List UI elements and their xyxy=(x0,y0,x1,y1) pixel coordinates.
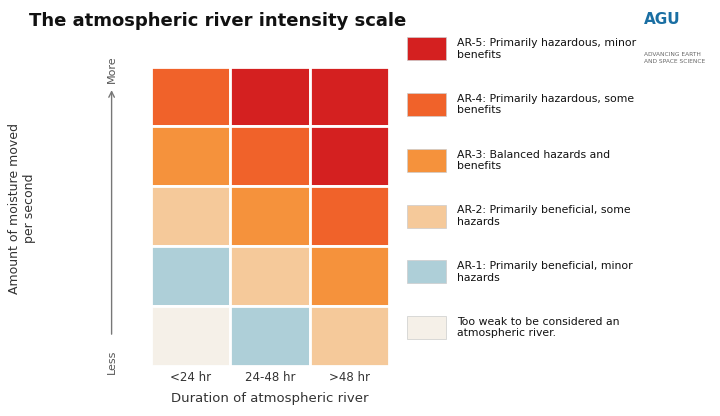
Bar xyxy=(310,126,389,186)
Bar xyxy=(310,246,389,306)
Text: AGU: AGU xyxy=(644,12,681,27)
Bar xyxy=(310,67,389,126)
Bar xyxy=(151,126,230,186)
Bar xyxy=(151,306,230,366)
Text: More: More xyxy=(107,56,117,83)
X-axis label: Duration of atmospheric river: Duration of atmospheric river xyxy=(171,392,369,405)
Text: AR-5: Primarily hazardous, minor
benefits: AR-5: Primarily hazardous, minor benefit… xyxy=(457,38,636,59)
Bar xyxy=(230,67,310,126)
Text: ADVANCING EARTH
AND SPACE SCIENCE: ADVANCING EARTH AND SPACE SCIENCE xyxy=(644,52,706,64)
Text: AR-2: Primarily beneficial, some
hazards: AR-2: Primarily beneficial, some hazards xyxy=(457,206,631,227)
Text: Less: Less xyxy=(107,349,117,374)
Text: Amount of moisture moved
per second: Amount of moisture moved per second xyxy=(8,122,35,294)
Text: The atmospheric river intensity scale: The atmospheric river intensity scale xyxy=(29,12,406,30)
Text: Too weak to be considered an
atmospheric river.: Too weak to be considered an atmospheric… xyxy=(457,317,620,338)
Text: AR-4: Primarily hazardous, some
benefits: AR-4: Primarily hazardous, some benefits xyxy=(457,94,634,115)
Text: AR-3: Balanced hazards and
benefits: AR-3: Balanced hazards and benefits xyxy=(457,150,611,171)
Bar xyxy=(230,306,310,366)
Bar xyxy=(230,246,310,306)
Bar xyxy=(151,186,230,246)
Bar xyxy=(230,186,310,246)
Bar xyxy=(230,126,310,186)
Text: AR-1: Primarily beneficial, minor
hazards: AR-1: Primarily beneficial, minor hazard… xyxy=(457,261,633,282)
Bar xyxy=(151,67,230,126)
Bar xyxy=(310,186,389,246)
Bar xyxy=(310,306,389,366)
Bar xyxy=(151,246,230,306)
